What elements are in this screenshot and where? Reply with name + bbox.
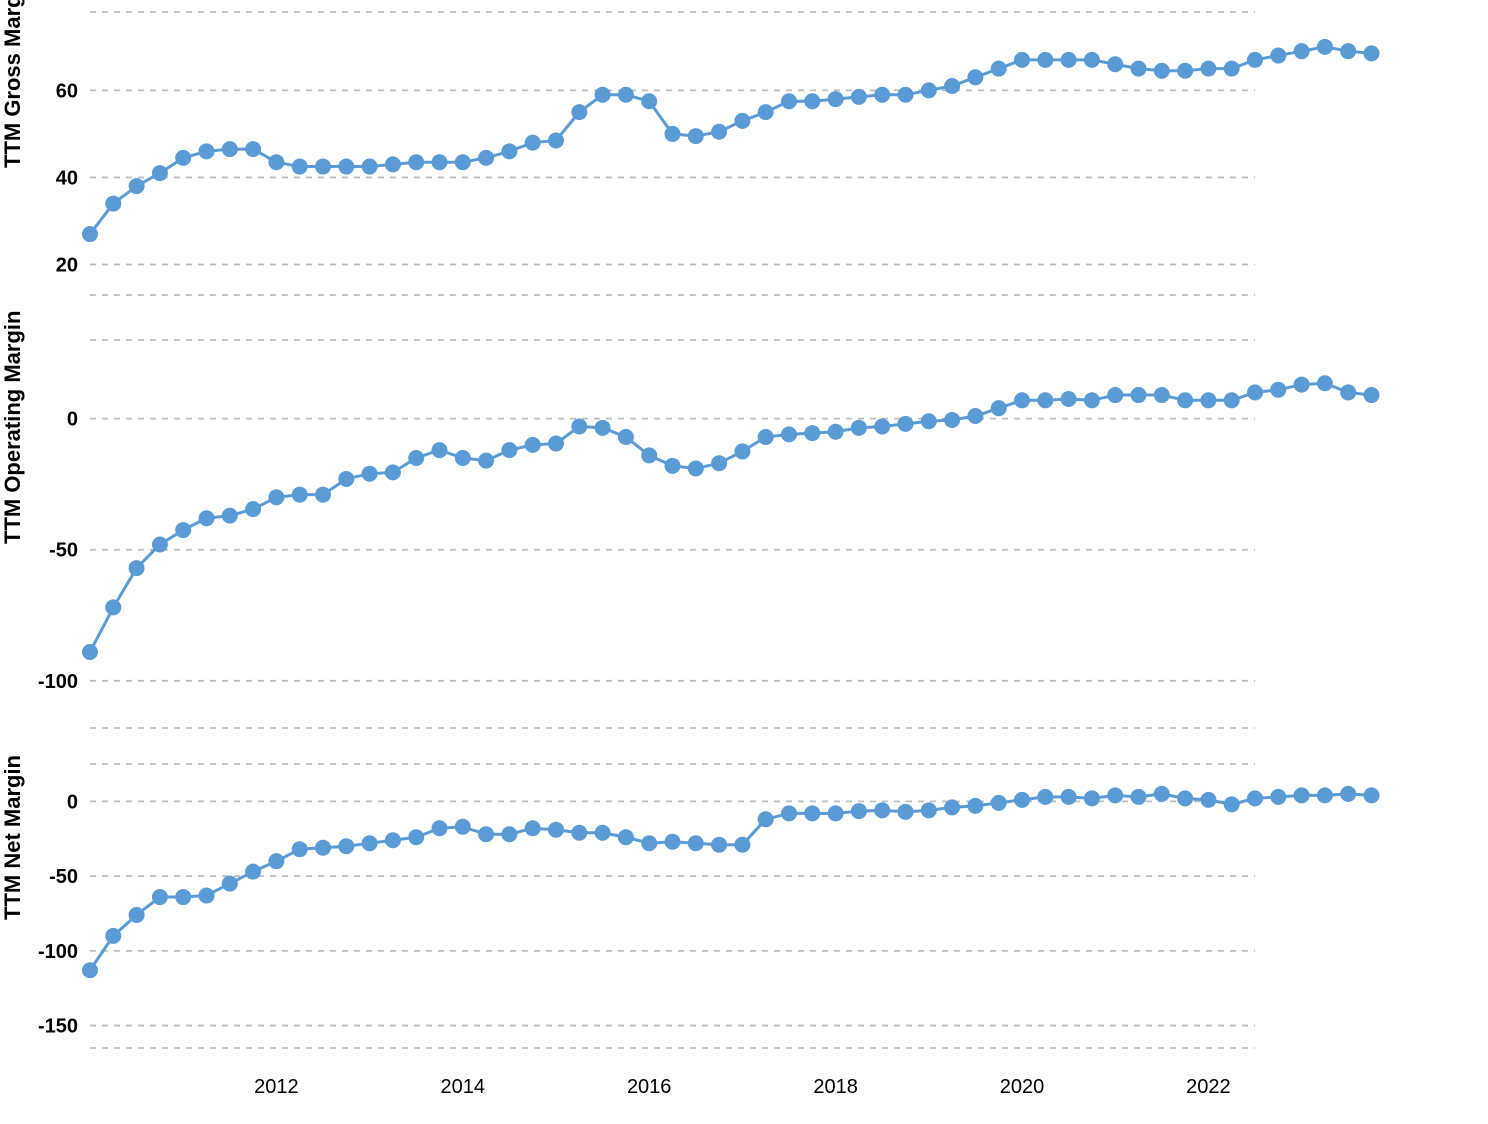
svg-text:2016: 2016 xyxy=(627,1076,672,1098)
svg-text:2020: 2020 xyxy=(1000,1076,1045,1098)
svg-text:2018: 2018 xyxy=(813,1076,858,1098)
x-axis: 2012 2014 2016 2018 2020 2022 xyxy=(0,0,1488,1124)
svg-text:2014: 2014 xyxy=(441,1076,486,1098)
chart-canvas: TTM Gross Margin204060TTM Operating Marg… xyxy=(0,0,1488,1124)
svg-text:2022: 2022 xyxy=(1186,1076,1231,1098)
svg-text:2012: 2012 xyxy=(254,1076,299,1098)
